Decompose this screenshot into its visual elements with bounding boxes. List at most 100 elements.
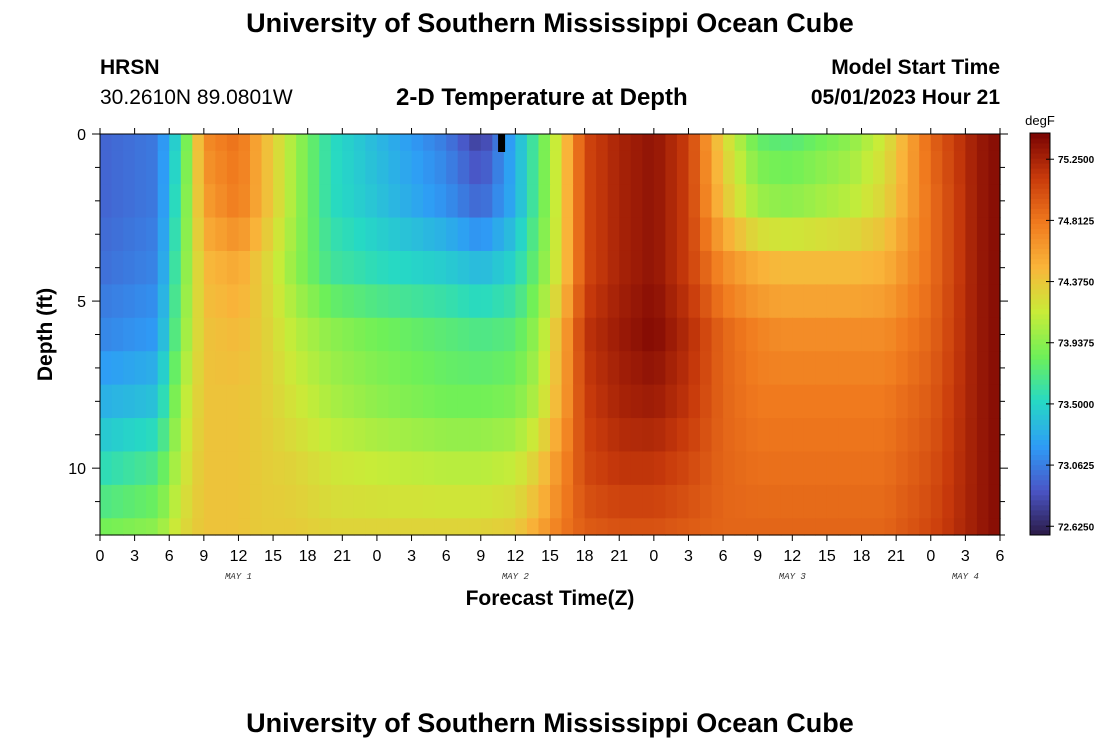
heatmap-cell	[711, 451, 724, 486]
heatmap-cell	[780, 317, 793, 352]
heatmap-cell	[434, 217, 447, 252]
colorbar-segment	[1030, 339, 1050, 345]
heatmap-cell	[873, 384, 886, 419]
heatmap-cell	[330, 284, 343, 319]
heatmap-cell	[238, 150, 251, 185]
heatmap-cell	[769, 150, 782, 185]
heatmap-cell	[630, 217, 643, 252]
heatmap-cell	[342, 284, 355, 319]
heatmap-cell	[619, 284, 632, 319]
heatmap-cell	[261, 451, 274, 486]
colorbar-segment	[1030, 499, 1050, 506]
heatmap-cell	[942, 351, 955, 386]
colorbar-segment	[1030, 484, 1050, 491]
heatmap-cell	[538, 184, 551, 219]
heatmap-cell	[976, 184, 990, 219]
heatmap-cell	[607, 484, 620, 519]
heatmap-cell	[815, 217, 828, 252]
heatmap-cell	[296, 284, 309, 319]
heatmap-cell	[619, 451, 632, 486]
x-tick-label: 0	[96, 548, 105, 565]
heatmap-cell	[573, 384, 586, 419]
heatmap-cell	[261, 484, 274, 519]
heatmap-cell	[123, 317, 136, 352]
heatmap-cell	[319, 451, 332, 486]
heatmap-cell	[446, 250, 459, 285]
heatmap-cell	[515, 134, 528, 152]
heatmap-cell	[630, 134, 643, 152]
heatmap-cell	[630, 250, 643, 285]
heatmap-cell	[642, 418, 655, 453]
heatmap-cell	[111, 150, 124, 185]
heatmap-cell	[838, 418, 851, 453]
heatmap-cell	[930, 451, 943, 486]
heatmap-cell	[642, 284, 655, 319]
colorbar-segment	[1030, 449, 1050, 456]
heatmap-cell	[803, 217, 816, 252]
colorbar-segment	[1030, 459, 1050, 466]
heatmap-cell	[976, 451, 990, 486]
heatmap-cell	[838, 184, 851, 219]
heatmap-cell	[988, 317, 1001, 352]
heatmap-cell	[273, 184, 286, 219]
heatmap-cell	[342, 384, 355, 419]
heatmap-cell	[503, 451, 516, 486]
heatmap-cell	[780, 150, 793, 185]
heatmap-cell	[873, 317, 886, 352]
heatmap-cell	[826, 351, 840, 386]
heatmap-cell	[573, 484, 586, 519]
heatmap-cell	[769, 250, 782, 285]
heatmap-cell	[561, 134, 574, 152]
colorbar-segment	[1030, 248, 1050, 255]
heatmap-cell	[653, 451, 666, 486]
heatmap-cell	[411, 351, 424, 386]
heatmap-cell	[792, 418, 805, 453]
heatmap-cell	[711, 351, 724, 386]
heatmap-cell	[584, 384, 597, 419]
x-tick-label: 0	[926, 548, 935, 565]
heatmap-cell	[850, 484, 863, 519]
heatmap-cell	[826, 317, 840, 352]
heatmap-cell	[446, 217, 459, 252]
colorbar-segment	[1030, 409, 1050, 415]
heatmap-cell	[873, 418, 886, 453]
heatmap-cell	[503, 384, 516, 419]
heatmap-cell	[434, 284, 447, 319]
heatmap-cell	[700, 351, 713, 386]
heatmap-cell	[273, 150, 286, 185]
heatmap-cell	[907, 418, 920, 453]
heatmap-cell	[296, 418, 309, 453]
heatmap-cell	[861, 184, 874, 219]
heatmap-cell	[930, 351, 943, 386]
heatmap-cell	[688, 351, 701, 386]
main-title: University of Southern Mississippi Ocean…	[246, 8, 854, 38]
heatmap-cell	[457, 150, 470, 185]
heatmap-cell	[457, 250, 470, 285]
heatmap-cell	[446, 418, 459, 453]
heatmap-cell	[907, 150, 920, 185]
colorbar-segment	[1030, 323, 1050, 330]
heatmap-cell	[400, 484, 413, 519]
heatmap-cell	[342, 484, 355, 519]
heatmap-cell	[250, 451, 263, 486]
heatmap-cell	[215, 184, 228, 219]
heatmap-cell	[803, 284, 816, 319]
heatmap-cell	[100, 484, 113, 519]
heatmap-cell	[688, 250, 701, 285]
heatmap-cell	[146, 418, 159, 453]
heatmap-cell	[203, 317, 216, 352]
heatmap-cell	[676, 518, 690, 536]
heatmap-cell	[930, 184, 943, 219]
heatmap-cell	[607, 518, 620, 536]
heatmap-cell	[861, 384, 874, 419]
heatmap-cell	[838, 484, 851, 519]
heatmap-cell	[180, 217, 193, 252]
heatmap-cell	[792, 518, 805, 536]
heatmap-cell	[273, 134, 286, 152]
heatmap-cell	[953, 384, 966, 419]
heatmap-cell	[538, 384, 551, 419]
heatmap-cell	[134, 451, 147, 486]
heatmap-cell	[815, 384, 828, 419]
heatmap-cell	[423, 317, 436, 352]
heatmap-cell	[826, 250, 840, 285]
